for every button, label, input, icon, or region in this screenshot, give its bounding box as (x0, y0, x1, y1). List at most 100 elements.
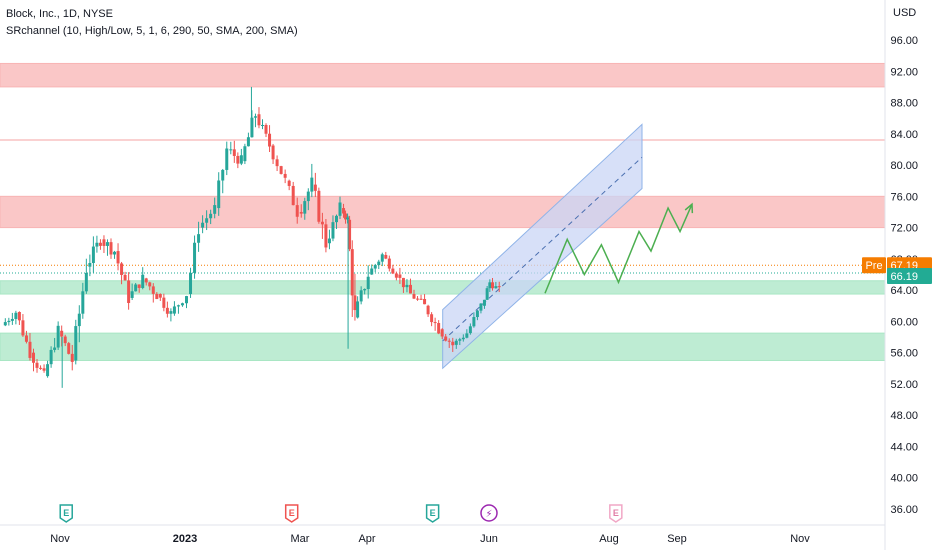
candle-body (7, 320, 11, 323)
last-price-text: 66.19 (890, 271, 918, 283)
candle-body (60, 330, 64, 337)
candle-body (437, 323, 441, 334)
candle-body (165, 307, 169, 314)
candle-body (475, 310, 479, 318)
candle-body (465, 333, 469, 338)
candle-body (193, 242, 197, 273)
chart-title: Block, Inc., 1D, NYSE (6, 8, 113, 20)
x-tick-label: Aug (599, 533, 619, 545)
candle-body (130, 291, 134, 298)
candle-body (348, 219, 352, 250)
projection-zigzag (544, 203, 693, 294)
earnings-markers[interactable]: E E E ⚡ E (59, 504, 623, 523)
candle-body (120, 263, 124, 275)
candle-body (310, 177, 314, 192)
candle-body (491, 282, 495, 289)
candle-body (39, 367, 43, 369)
candle-body (88, 263, 92, 267)
price-axis[interactable]: 36.00 40.00 44.00 48.00 52.00 56.00 60.00 64.00… (884, 0, 918, 550)
candle-body (458, 339, 462, 341)
candle-body (127, 280, 131, 304)
candle-body (363, 288, 367, 291)
y-tick-label: 96.00 (890, 35, 918, 47)
candle-body (401, 277, 405, 288)
candle-body (49, 349, 53, 365)
candle-body (102, 239, 106, 246)
channel-midline (442, 156, 643, 342)
y-tick-label: 76.00 (890, 191, 918, 203)
earnings-marker-icon (425, 504, 440, 523)
candle-body (63, 336, 67, 344)
candle-body (346, 217, 350, 220)
candle-body (35, 362, 39, 368)
split-marker-label: ⚡ (485, 509, 492, 520)
candle-body (405, 284, 409, 288)
candle-body (169, 311, 173, 314)
y-tick-label: 40.00 (890, 473, 918, 485)
projection-path[interactable] (544, 202, 694, 294)
x-tick-label: Nov (790, 533, 810, 545)
candle-body (356, 301, 360, 318)
candle-body (257, 114, 261, 126)
candle-body (236, 155, 240, 164)
candle-body (137, 284, 141, 288)
candle-body (264, 124, 268, 134)
candle-body (283, 173, 287, 178)
parallel-channel[interactable] (442, 123, 643, 370)
x-tick-label: Apr (358, 533, 375, 545)
candle-body (287, 180, 291, 186)
candle-body (113, 251, 117, 255)
channel-area (442, 123, 643, 370)
candle-body (243, 146, 247, 162)
candle-body (17, 312, 21, 321)
candle-body (279, 166, 283, 174)
candle-body (10, 318, 14, 321)
currency-label: USD (893, 7, 917, 19)
candle-body (46, 364, 50, 377)
candle-body (56, 325, 60, 348)
candle-body (185, 296, 188, 304)
candle-body (3, 322, 7, 326)
y-tick-label: 92.00 (890, 66, 918, 78)
candle-body (229, 149, 233, 151)
time-axis[interactable]: Nov 2023 Mar Apr Jun Aug Sep Nov (0, 524, 885, 545)
indicator-legend[interactable]: SRchannel (10, High/Low, 5, 1, 6, 290, 5… (6, 25, 298, 37)
candle-body (454, 340, 458, 345)
candle-body (444, 336, 448, 341)
candle-body (180, 303, 184, 306)
candle-body (468, 326, 472, 334)
candle-body (295, 205, 299, 217)
y-tick-label: 56.00 (890, 348, 918, 360)
candle-body (419, 298, 423, 300)
candle-body (189, 272, 193, 295)
candle-body (28, 341, 32, 358)
candle-body (246, 137, 250, 147)
candle-body (338, 202, 342, 216)
candle-body (176, 305, 180, 307)
candle-body (271, 145, 275, 160)
candle-body (172, 306, 176, 314)
candle-body (387, 258, 391, 269)
resistance-zone (0, 195, 886, 229)
candle-body (197, 234, 201, 243)
candle-body (24, 335, 28, 342)
candle-body (31, 352, 35, 363)
candle-body (494, 286, 498, 289)
candle-body (398, 274, 402, 278)
candle-body (158, 294, 162, 298)
candle-body (275, 159, 279, 167)
earnings-marker-icon (609, 504, 623, 523)
candle-body (488, 282, 492, 289)
candle-body (324, 224, 328, 248)
candle-body (497, 286, 501, 288)
x-tick-label: Jun (480, 533, 498, 545)
candle-body (134, 284, 138, 292)
candle-body (433, 322, 437, 324)
candle-body (105, 242, 109, 246)
candle-body (232, 149, 236, 156)
earnings-marker-label: E (613, 508, 619, 518)
y-tick-label: 44.00 (890, 441, 918, 453)
candle-body (141, 274, 145, 288)
